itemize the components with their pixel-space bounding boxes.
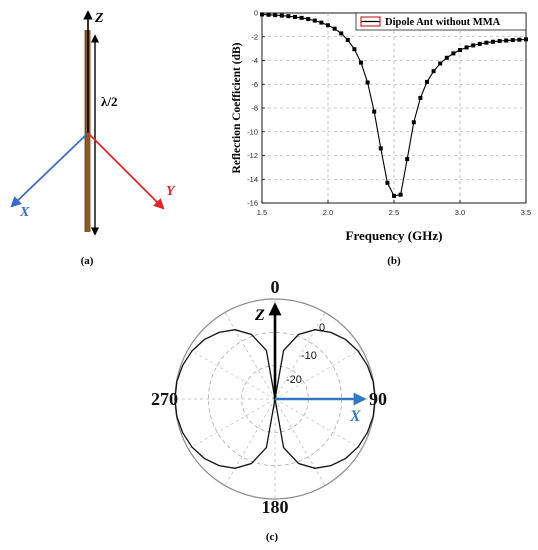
- x-tick-label: 2.0: [323, 208, 333, 217]
- radial-label-minus20: -20: [286, 374, 302, 386]
- polar-x-axis-label: X: [349, 408, 361, 425]
- angle-label-270: 270: [151, 389, 178, 409]
- half-wavelength-label: λ/2: [101, 94, 118, 109]
- data-point: [464, 45, 469, 50]
- data-point: [517, 37, 522, 42]
- data-point: [260, 12, 264, 17]
- y-axis-label: Y: [166, 184, 176, 199]
- data-point: [332, 26, 337, 31]
- data-point: [378, 146, 383, 151]
- x-axis-arrow: [10, 132, 89, 208]
- polar-spoke: [274, 312, 326, 400]
- radial-label-minus10: -10: [301, 350, 317, 362]
- polar-spoke: [224, 398, 276, 486]
- data-point: [504, 38, 509, 43]
- angle-label-180: 180: [262, 497, 289, 517]
- y-axis-title: Reflection Coefficient (dB): [231, 42, 243, 173]
- radial-label-0: 0: [319, 322, 325, 334]
- data-point: [398, 192, 403, 197]
- data-point: [365, 80, 370, 85]
- data-point: [405, 157, 410, 162]
- data-point: [484, 40, 489, 45]
- x-tick-label: 3.5: [521, 208, 531, 217]
- polar-z-axis-label: Z: [254, 307, 265, 324]
- data-point: [319, 20, 324, 25]
- y-tick-label: 0: [254, 9, 258, 18]
- data-point: [299, 15, 304, 20]
- data-point: [418, 95, 423, 100]
- x-axis-title: Frequency (GHz): [346, 228, 443, 243]
- angle-label-90: 90: [369, 389, 387, 409]
- data-point: [444, 55, 449, 60]
- data-point: [497, 39, 502, 44]
- data-point: [345, 37, 350, 42]
- polar-spoke: [188, 348, 276, 400]
- data-point: [266, 12, 271, 17]
- legend: Dipole Ant without MMA: [355, 12, 527, 31]
- data-point: [431, 69, 436, 74]
- data-point: [524, 37, 528, 42]
- caption-a: (a): [81, 255, 94, 267]
- y-tick-label: -8: [251, 104, 258, 113]
- data-point: [359, 60, 363, 65]
- polar-spoke: [274, 398, 362, 450]
- y-tick-label: -14: [247, 175, 258, 184]
- panel-a: Z λ/2 X Y (a): [10, 10, 176, 267]
- x-axis-label: X: [19, 205, 30, 220]
- data-point: [306, 17, 311, 22]
- y-tick-label: -4: [251, 56, 258, 65]
- data-point: [477, 41, 482, 46]
- polar-spoke: [188, 398, 276, 450]
- caption-c: (c): [266, 531, 279, 543]
- data-point: [510, 38, 515, 43]
- axis-ticks: 1.5 2.0 2.5 3.0 3.5 0 -2 -4 -6 -8 -10 -12 -14 -16: [247, 9, 531, 218]
- y-tick-label: -12: [247, 151, 258, 160]
- panel-c: Z X 0 90 180 270 0 -10 -20 (c): [151, 277, 387, 543]
- y-tick-label: -10: [247, 127, 258, 136]
- data-point: [451, 51, 456, 56]
- x-tick-label: 2.5: [389, 208, 399, 217]
- z-axis-label: Z: [94, 11, 104, 26]
- data-point: [339, 31, 344, 36]
- data-point: [286, 14, 291, 19]
- data-point: [352, 47, 357, 52]
- x-tick-label: 3.0: [455, 208, 465, 217]
- data-point: [392, 193, 396, 198]
- y-axis-arrow: [87, 132, 165, 210]
- data-point: [471, 43, 476, 48]
- legend-label: Dipole Ant without MMA: [385, 17, 501, 28]
- panel-b: 1.5 2.0 2.5 3.0 3.5 0 -2 -4 -6 -8 -10 -12 -14 -16 Dip…: [231, 9, 531, 268]
- y-tick-label: -6: [251, 80, 258, 89]
- data-point: [425, 79, 429, 84]
- caption-b: (b): [387, 255, 401, 267]
- grid: [262, 13, 526, 203]
- polar-spoke: [224, 312, 276, 400]
- legend-box: [355, 12, 527, 31]
- data-point: [458, 48, 462, 53]
- data-point: [372, 109, 377, 114]
- data-point: [312, 18, 317, 23]
- data-point: [491, 39, 495, 44]
- data-point: [326, 23, 330, 28]
- data-point: [273, 13, 278, 18]
- data-point: [279, 13, 284, 18]
- y-tick-label: -2: [251, 32, 258, 41]
- data-point: [438, 61, 443, 66]
- x-tick-label: 1.5: [257, 208, 267, 217]
- data-point: [293, 14, 297, 19]
- data-point: [411, 120, 416, 125]
- legend-swatch-outline: [360, 16, 381, 27]
- polar-spoke: [274, 398, 326, 486]
- polar-spoke: [274, 348, 362, 400]
- series-markers: [260, 12, 528, 198]
- data-point: [385, 180, 390, 185]
- y-tick-label: -16: [247, 199, 258, 208]
- angle-label-0: 0: [271, 277, 280, 297]
